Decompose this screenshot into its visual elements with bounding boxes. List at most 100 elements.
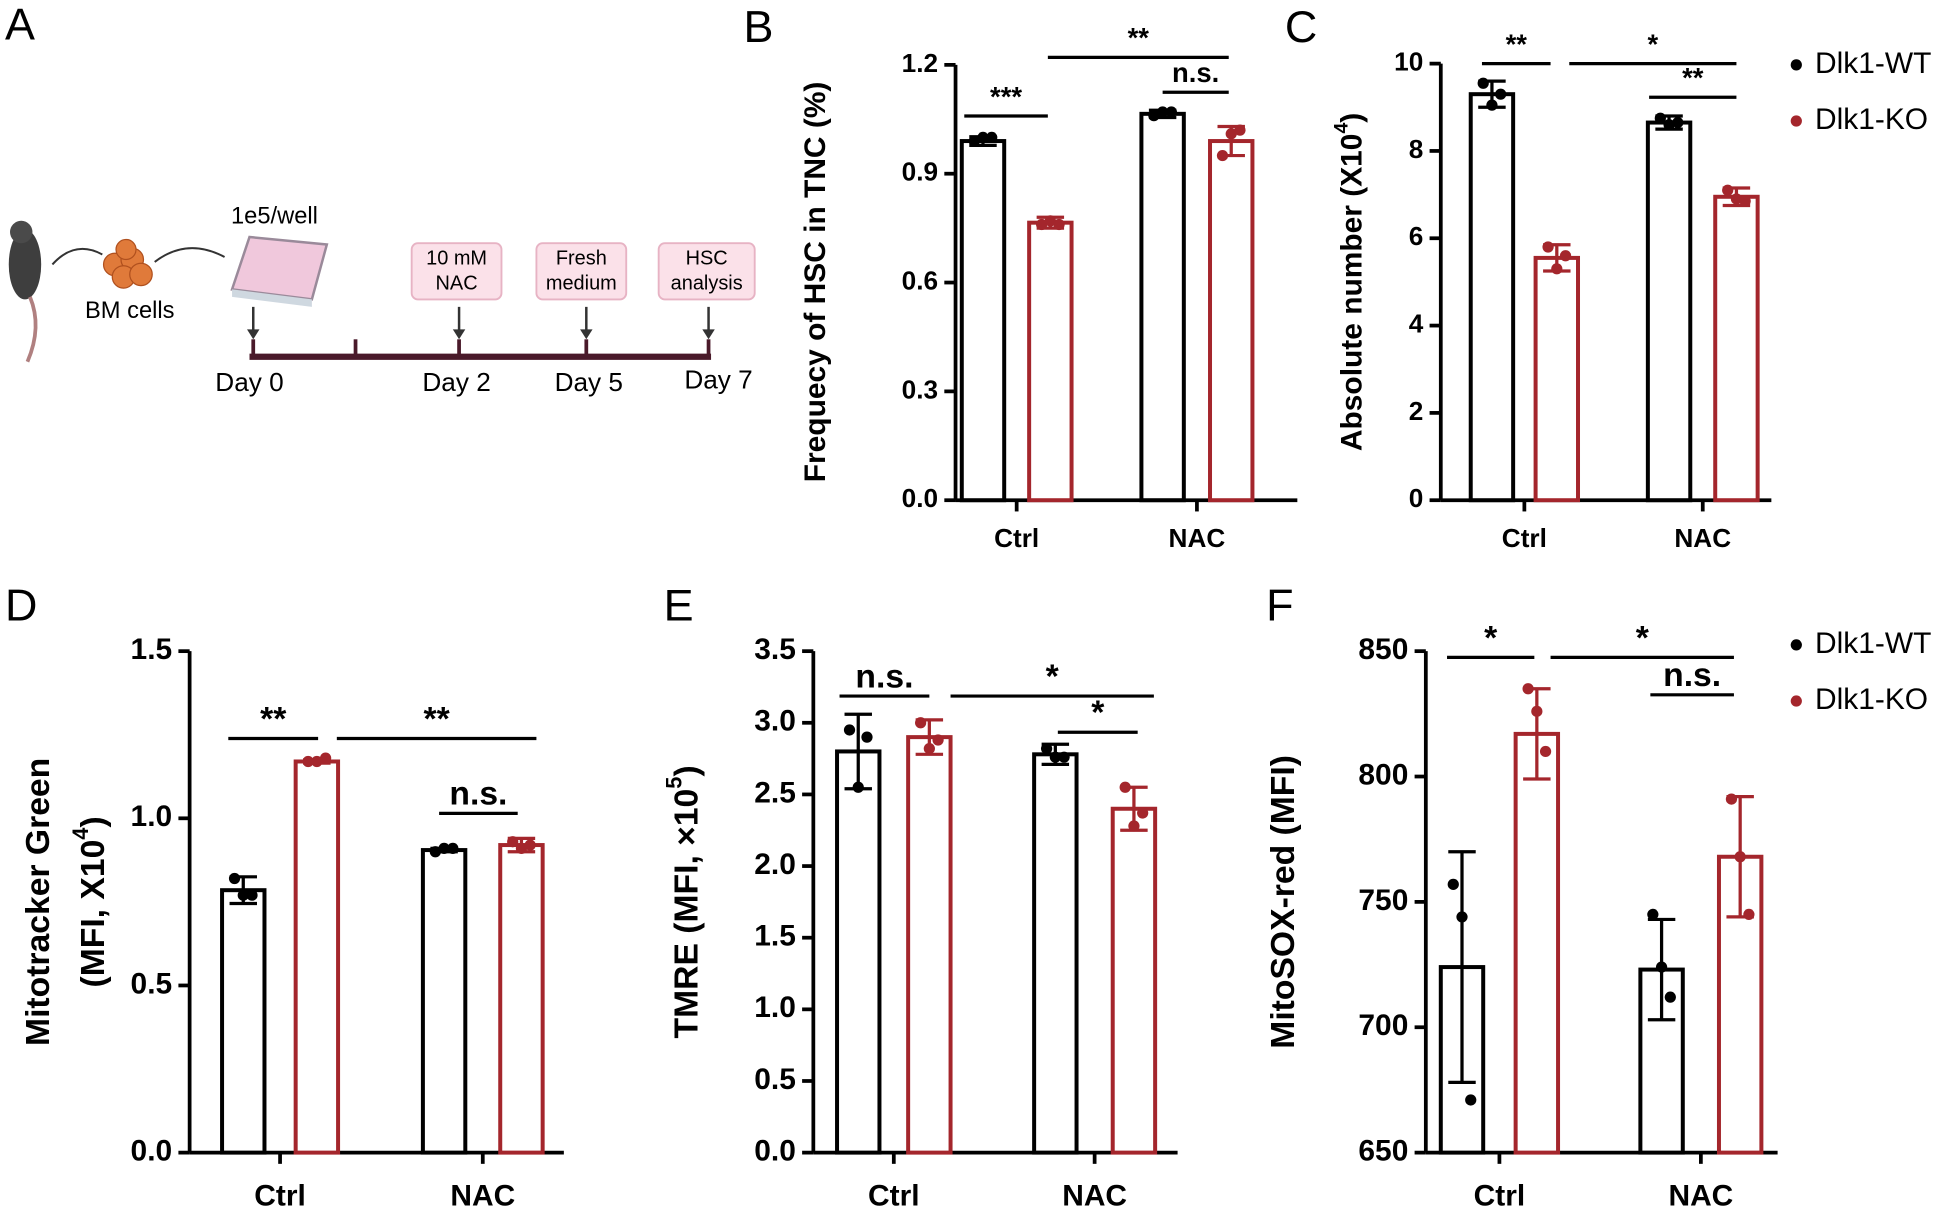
data-point xyxy=(1647,908,1659,921)
bar xyxy=(959,139,1007,503)
data-point xyxy=(1559,250,1572,262)
mouse-icon xyxy=(8,229,42,300)
y-tick-label: 0.5 xyxy=(131,967,173,1000)
mouse-tail xyxy=(25,296,38,363)
x-tick-label: Ctrl xyxy=(1474,1179,1526,1209)
y-tick-label: 700 xyxy=(1358,1009,1408,1042)
data-point xyxy=(915,717,927,729)
y-tick-label: 8 xyxy=(1409,134,1424,164)
bar xyxy=(498,843,545,1155)
x-tick-label: Ctrl xyxy=(868,1179,920,1209)
data-point xyxy=(932,734,944,746)
data-point xyxy=(237,889,249,901)
bar xyxy=(1645,120,1693,503)
day-label: Day 0 xyxy=(215,367,283,397)
y-tick-label: 1.5 xyxy=(131,633,173,666)
data-point xyxy=(429,846,441,858)
step-label: medium xyxy=(546,273,617,295)
panel-label: B xyxy=(743,1,773,52)
y-axis-title-part: (MFI, X10 xyxy=(75,840,112,988)
data-point xyxy=(1522,683,1534,695)
data-point xyxy=(861,731,873,743)
data-point xyxy=(1165,106,1177,118)
data-point xyxy=(1663,119,1675,131)
plate-side xyxy=(232,289,312,307)
panel-label: D xyxy=(5,580,37,631)
y-tick-label: 6 xyxy=(1409,221,1424,251)
data-point xyxy=(1743,908,1755,921)
y-axis-title-part: 4 xyxy=(68,827,93,840)
data-point xyxy=(1137,807,1149,819)
data-point xyxy=(1234,124,1246,136)
y-tick-label: 0.0 xyxy=(902,483,938,513)
bar xyxy=(835,749,882,1155)
y-tick-label: 0.0 xyxy=(754,1135,796,1168)
significance-label: n.s. xyxy=(1172,57,1219,88)
significance-label: ** xyxy=(1506,28,1528,59)
error-bar xyxy=(1448,850,1476,1085)
data-point xyxy=(1128,820,1140,832)
significance-label: * xyxy=(1636,620,1650,657)
y-axis-title-part: Mitotracker Green xyxy=(20,758,57,1046)
steps: 10 mM NAC Fresh medium HSC analysis Day 0 Day 2… xyxy=(215,242,756,397)
y-tick-label: 0.0 xyxy=(131,1135,173,1168)
y-tick-label: 2 xyxy=(1409,396,1424,426)
y-axis-title-part: Frequecy of HSC in TNC (%) xyxy=(799,82,832,483)
y-tick-label: 1.5 xyxy=(754,920,796,953)
timeline-ticks xyxy=(251,339,711,360)
data-point xyxy=(1058,751,1070,763)
x-tick-label: NAC xyxy=(1169,523,1226,553)
significance-label: ** xyxy=(260,701,287,738)
legend-label: Dlk1-KO xyxy=(1815,103,1928,136)
panel-label: F xyxy=(1266,580,1293,631)
step-box xyxy=(535,242,628,301)
y-tick-label: 0.5 xyxy=(754,1063,796,1096)
x-tick-label: NAC xyxy=(1668,1179,1733,1209)
data-point xyxy=(319,752,332,764)
y-axis-title: MitoSOX-red (MFI) xyxy=(1265,755,1302,1049)
significance-label: * xyxy=(1484,620,1498,657)
step-label: HSC xyxy=(686,248,728,270)
significance-label: n.s. xyxy=(1663,657,1721,694)
chart: F 650 700 750 800 850 Ctrl NAC MitoSOX-red (MFI)… xyxy=(1265,580,1932,1209)
significance-label: * xyxy=(1046,658,1060,695)
significance-label: n.s. xyxy=(855,658,913,695)
data-point xyxy=(1734,851,1746,863)
mouse-head xyxy=(10,220,33,244)
legend-marker xyxy=(1790,115,1802,127)
data-point xyxy=(843,724,856,736)
data-point xyxy=(1148,110,1160,122)
step-label: NAC xyxy=(436,273,478,295)
data-point xyxy=(1730,193,1743,205)
bar xyxy=(220,888,267,1155)
day-label: Day 2 xyxy=(422,367,490,397)
cells-label: BM cells xyxy=(85,298,175,324)
x-tick-label: NAC xyxy=(1062,1179,1127,1209)
data-point xyxy=(1053,218,1065,231)
step-label: analysis xyxy=(671,273,743,295)
y-tick-label: 850 xyxy=(1358,633,1408,666)
data-point xyxy=(968,135,980,147)
arrow-head xyxy=(702,329,715,340)
y-tick-label: 1.0 xyxy=(754,991,796,1024)
y-axis-title: Frequecy of HSC in TNC (%) xyxy=(799,82,832,483)
data-point xyxy=(1539,745,1552,758)
y-axis-title-part: Absolute number (X10 xyxy=(1335,134,1368,452)
arrow xyxy=(51,247,103,266)
data-point xyxy=(1456,911,1468,923)
data-point xyxy=(1040,742,1053,755)
data-point xyxy=(438,842,450,855)
x-tick-label: Ctrl xyxy=(254,1179,306,1209)
x-tick-label: Ctrl xyxy=(1502,523,1547,553)
step-label: 10 mM xyxy=(426,248,487,270)
data-point xyxy=(1551,263,1563,275)
chart: E 0.0 0.5 1.0 1.5 2.0 2.5 3.0 3.5 Ctrl NAC TMRE (MF… xyxy=(662,580,1178,1209)
y-tick-label: 10 xyxy=(1394,47,1423,77)
panel-label: E xyxy=(664,580,694,631)
step-box xyxy=(657,242,756,301)
bar xyxy=(293,759,341,1155)
arrow-head xyxy=(580,329,593,340)
data-point xyxy=(1447,878,1459,890)
